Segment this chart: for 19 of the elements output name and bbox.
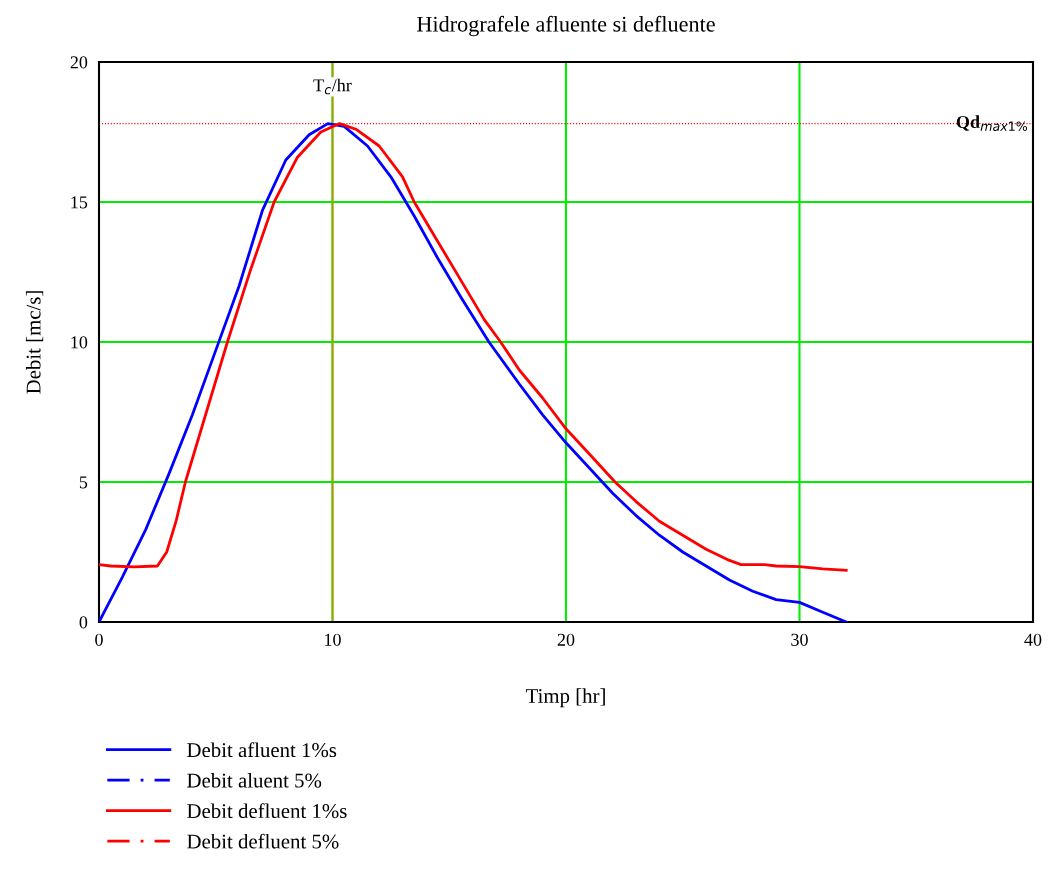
- y-axis-title: Debit [mc/s]: [25, 291, 44, 394]
- x-tick-label: 10: [325, 633, 341, 646]
- y-tick-label: 0: [79, 616, 88, 629]
- x-tick-label: 40: [1024, 633, 1042, 646]
- legend-label: Debit aluent 5%: [187, 772, 322, 788]
- y-tick-label: 10: [71, 336, 88, 349]
- ref-line-label: Qd$_{max1%}$: [956, 115, 1028, 131]
- x-tick-label: 0: [95, 633, 103, 646]
- legend-label: Debit defluent 5%: [187, 833, 339, 849]
- legend-label: Debit afluent 1%s: [187, 742, 337, 758]
- x-tick-label: 30: [791, 633, 808, 646]
- x-tick-label: 20: [557, 633, 575, 646]
- y-tick-label: 5: [79, 476, 88, 489]
- x-axis-title: Timp [hr]: [525, 688, 605, 708]
- legend-label: Debit defluent 1%s: [187, 803, 347, 819]
- y-tick-label: 20: [70, 56, 88, 69]
- y-tick-label: 15: [71, 196, 88, 209]
- ref-line-label: T$_{c}$/hr: [313, 78, 352, 95]
- chart-title: Hidrografele afluente si defluente: [417, 15, 715, 37]
